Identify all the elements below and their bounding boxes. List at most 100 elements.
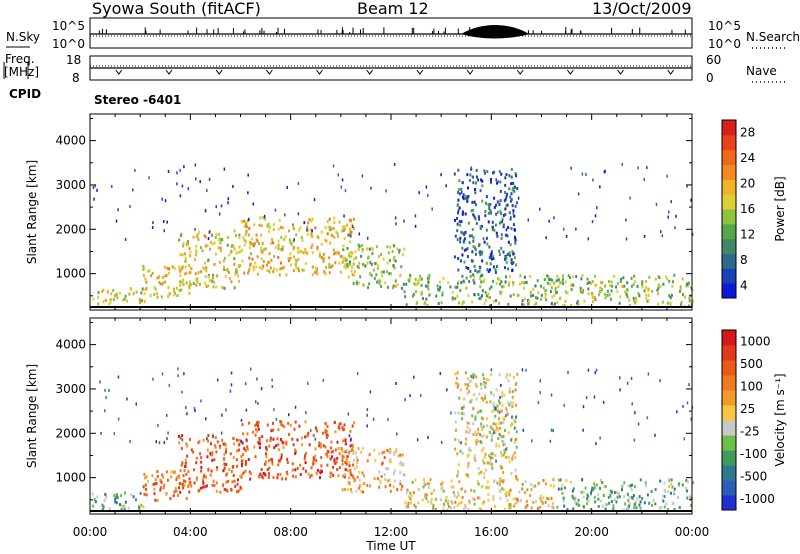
heatmap-cell — [399, 470, 402, 474]
heatmap-cell — [127, 506, 130, 510]
heatmap-cell — [258, 223, 261, 227]
heatmap-cell — [487, 498, 490, 502]
heatmap-cell — [352, 262, 355, 266]
heatmap-cell — [670, 491, 673, 495]
heatmap-cell — [414, 290, 417, 294]
heatmap-cell — [484, 468, 487, 472]
heatmap-cell — [272, 270, 275, 274]
heatmap-cell — [392, 451, 395, 455]
heatmap-cell — [260, 233, 263, 237]
heatmap-cell — [621, 162, 623, 166]
heatmap-cell — [511, 422, 514, 426]
heatmap-cell — [615, 500, 618, 504]
heatmap-cell — [604, 503, 607, 507]
heatmap-cell — [455, 381, 458, 385]
heatmap-cell — [220, 204, 223, 208]
heatmap-cell — [369, 484, 372, 488]
heatmap-cell — [117, 208, 119, 212]
heatmap-cell — [184, 480, 187, 484]
heatmap-cell — [508, 251, 511, 255]
heatmap-cell — [514, 475, 517, 479]
heatmap-cell — [294, 420, 297, 424]
heatmap-cell — [342, 455, 345, 459]
heatmap-cell — [490, 257, 493, 261]
heatmap-cell — [388, 272, 391, 276]
heatmap-cell — [690, 286, 693, 290]
heatmap-cell — [548, 277, 551, 281]
heatmap-cell — [264, 217, 267, 221]
heatmap-cell — [277, 448, 280, 452]
heatmap-cell — [435, 497, 438, 501]
heatmap-cell — [451, 296, 454, 300]
heatmap-cell — [505, 228, 508, 232]
heatmap-cell — [499, 395, 501, 399]
colorbar-tick-label: 100 — [740, 379, 763, 393]
heatmap-cell — [501, 391, 504, 395]
heatmap-cell — [481, 294, 484, 298]
heatmap-cell — [247, 269, 250, 273]
heatmap-cell — [195, 476, 198, 480]
heatmap-cell — [454, 218, 457, 222]
heatmap-cell — [404, 501, 407, 505]
heatmap-cell — [470, 488, 473, 492]
heatmap-cell — [487, 269, 490, 273]
heatmap-cell — [538, 497, 541, 501]
heatmap-cell — [323, 270, 326, 274]
heatmap-cell — [622, 276, 625, 280]
heatmap-cell — [454, 297, 457, 301]
heatmap-cell — [260, 266, 263, 270]
heatmap-cell — [681, 293, 684, 297]
heatmap-cell — [499, 180, 502, 184]
heatmap-cell — [182, 244, 185, 248]
heatmap-cell — [203, 261, 206, 265]
heatmap-cell — [497, 436, 500, 440]
heatmap-cell — [627, 499, 630, 503]
heatmap-cell — [273, 255, 276, 259]
x-tick-label: 12:00 — [374, 525, 409, 539]
heatmap-cell — [686, 401, 689, 405]
heatmap-cell — [511, 404, 514, 408]
heatmap-cell — [304, 461, 307, 465]
heatmap-cell — [211, 483, 214, 487]
heatmap-cell — [471, 497, 474, 501]
heatmap-cell — [345, 266, 348, 270]
heatmap-cell — [155, 440, 158, 444]
heatmap-cell — [618, 492, 621, 496]
heatmap-cell — [446, 502, 449, 506]
heatmap-cell — [505, 172, 508, 176]
heatmap-cell — [280, 261, 283, 265]
heatmap-cell — [284, 477, 287, 481]
heatmap-cell — [412, 491, 415, 495]
heatmap-cell — [166, 220, 168, 224]
heatmap-cell — [199, 452, 202, 456]
heatmap-cell — [317, 236, 320, 240]
heatmap-cell — [524, 297, 527, 301]
heatmap-cell — [488, 245, 491, 249]
heatmap-cell — [146, 479, 149, 483]
heatmap-cell — [455, 376, 458, 380]
heatmap-cell — [691, 481, 694, 485]
heatmap-cell — [628, 495, 631, 499]
heatmap-cell — [184, 265, 187, 269]
heatmap-cell — [453, 255, 456, 259]
heatmap-cell — [510, 258, 513, 262]
heatmap-cell — [338, 220, 341, 224]
heatmap-cell — [160, 295, 163, 299]
heatmap-cell — [473, 264, 476, 268]
heatmap-cell — [246, 432, 249, 436]
heatmap-cell — [458, 179, 461, 183]
heatmap-cell — [515, 382, 518, 386]
heatmap-cell — [204, 475, 207, 479]
heatmap-cell — [462, 197, 465, 201]
heatmap-cell — [255, 233, 258, 237]
heatmap-cell — [557, 285, 560, 289]
heatmap-cell — [540, 284, 543, 288]
heatmap-cell — [181, 438, 184, 442]
heatmap-cell — [513, 504, 516, 508]
heatmap-cell — [582, 428, 584, 432]
heatmap-cell — [255, 238, 258, 242]
heatmap-cell — [330, 440, 333, 444]
heatmap-cell — [335, 460, 338, 464]
heatmap-cell — [673, 508, 676, 512]
heatmap-cell — [579, 290, 582, 294]
